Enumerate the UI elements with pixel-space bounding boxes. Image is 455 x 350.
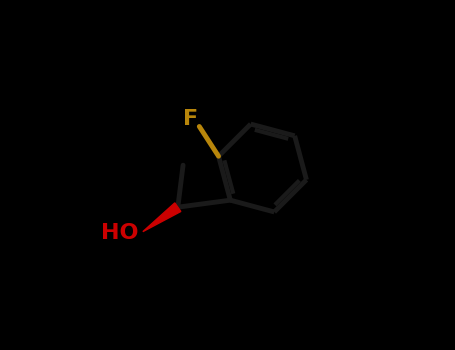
Polygon shape <box>143 203 181 232</box>
Text: HO: HO <box>101 223 139 243</box>
Text: F: F <box>183 110 198 130</box>
